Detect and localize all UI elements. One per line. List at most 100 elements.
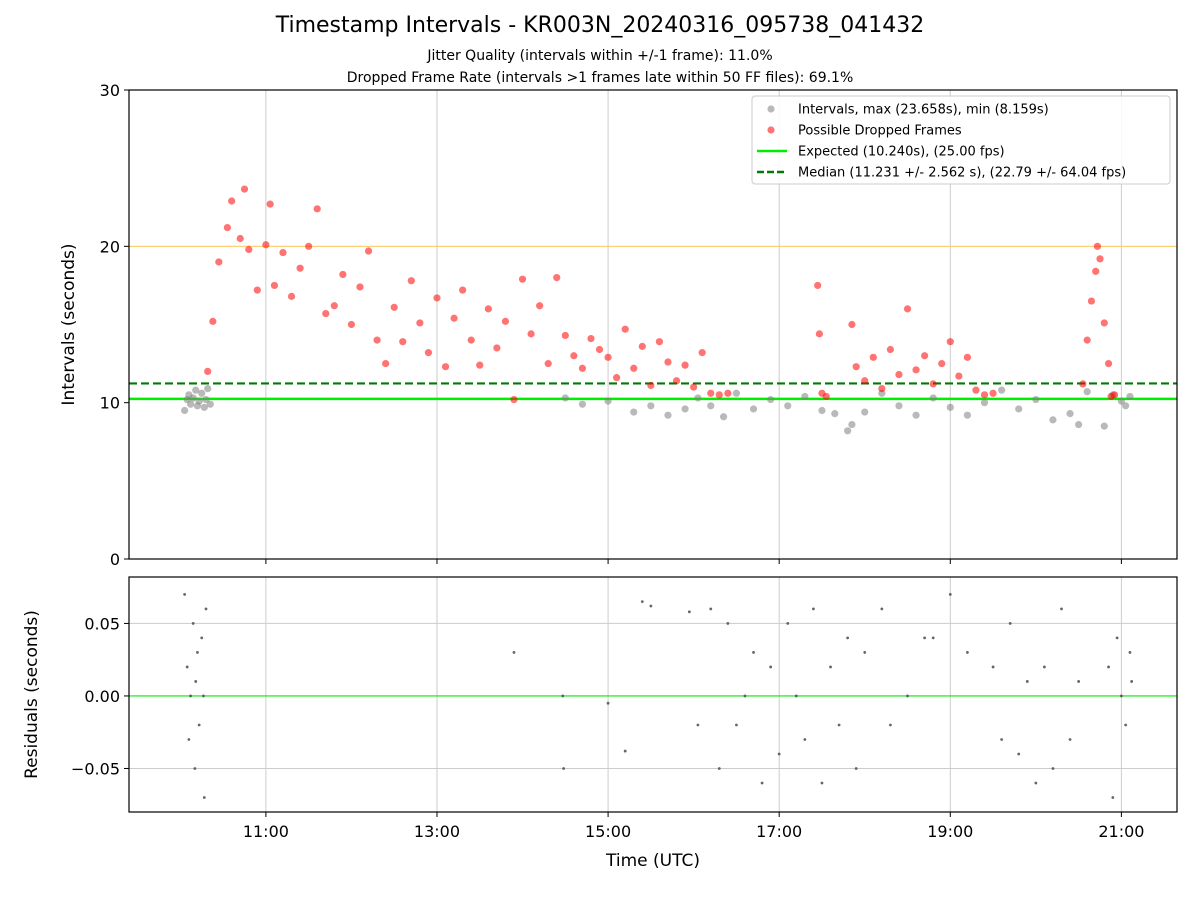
chart-subtitle-dropped: Dropped Frame Rate (intervals >1 frames … — [346, 70, 854, 86]
bottom-series0-point-32 — [794, 694, 798, 698]
top-series1-point-52 — [621, 325, 629, 333]
top-series0-point-40 — [998, 386, 1006, 394]
bottom-series0-point-41 — [880, 607, 884, 611]
top-series0-point-16 — [630, 408, 638, 416]
bottom-series0-point-26 — [743, 694, 747, 698]
top-series1-point-33 — [459, 286, 467, 294]
top-series0-point-49 — [1117, 397, 1125, 405]
top-series1-point-15 — [305, 242, 313, 250]
top-series1-point-4 — [228, 197, 236, 205]
bottom-series0-point-59 — [1107, 665, 1110, 669]
top-series1-point-46 — [570, 352, 578, 360]
top-series1-point-94 — [1104, 359, 1113, 368]
bottom-series0-point-55 — [1051, 767, 1055, 770]
top-series1-point-43 — [544, 359, 552, 368]
top-series0-point-17 — [647, 402, 655, 410]
top-series1-point-61 — [698, 349, 706, 357]
top-series1-point-30 — [433, 294, 441, 302]
top-ytick-label-0: 0 — [110, 550, 120, 569]
top-series1-point-90 — [1092, 267, 1100, 275]
bottom-series0-point-13 — [512, 651, 516, 654]
bottom-series0-point-16 — [606, 701, 610, 705]
bottom-series0-point-19 — [649, 604, 653, 608]
top-series1-point-38 — [501, 317, 510, 325]
top-series0-point-10 — [202, 395, 210, 404]
top-series1-point-11 — [270, 281, 279, 290]
top-series1-point-96 — [1110, 391, 1119, 399]
top-series0-point-31 — [848, 420, 856, 429]
top-series1-point-36 — [484, 305, 492, 313]
top-series1-point-70 — [852, 363, 860, 371]
legend-label-2: Expected (10.240s), (25.00 fps) — [798, 145, 1005, 160]
top-series1-point-49 — [595, 345, 604, 354]
bottom-series0-point-2 — [187, 738, 191, 741]
top-series1-point-3 — [223, 223, 231, 232]
top-series1-point-55 — [647, 381, 655, 390]
top-ytick-label-2: 20 — [100, 237, 120, 256]
bottom-series0-point-38 — [846, 636, 850, 640]
top-series1-point-59 — [681, 361, 689, 369]
top-series0-point-3 — [186, 400, 195, 408]
top-series1-point-26 — [399, 338, 407, 346]
bottom-series0-point-54 — [1042, 665, 1046, 669]
bottom-series0-point-37 — [837, 723, 841, 727]
top-series1-point-69 — [848, 320, 856, 329]
bottom-series0-point-12 — [204, 607, 208, 611]
top-series1-point-81 — [946, 338, 954, 346]
top-series1-point-44 — [553, 274, 561, 282]
top-series1-point-56 — [655, 338, 664, 346]
top-series1-point-79 — [929, 380, 937, 388]
bottom-series0-point-9 — [200, 636, 204, 640]
top-series0-point-21 — [707, 402, 715, 410]
top-series0-point-35 — [912, 411, 920, 419]
top-series0-point-32 — [861, 408, 869, 416]
bottom-series0-point-50 — [1008, 622, 1012, 625]
top-series0-point-47 — [1100, 422, 1108, 430]
top-series1-point-75 — [895, 370, 903, 379]
bottom-series0-point-29 — [769, 665, 773, 669]
bottom-series0-point-5 — [193, 767, 197, 770]
top-series1-point-37 — [493, 344, 501, 352]
bottom-series0-point-62 — [1119, 694, 1123, 698]
bottom-ylabel: Residuals (seconds) — [22, 610, 42, 779]
top-series1-point-35 — [476, 361, 484, 369]
bottom-series0-point-35 — [820, 781, 824, 785]
top-series1-point-1 — [209, 317, 217, 325]
top-series0-point-9 — [200, 403, 208, 411]
bottom-series0-point-7 — [196, 651, 199, 654]
top-series1-point-66 — [815, 330, 823, 338]
top-series1-point-7 — [245, 245, 253, 254]
bottom-series0-point-45 — [931, 636, 935, 640]
top-series0-point-27 — [801, 392, 809, 401]
top-series1-point-77 — [912, 366, 920, 374]
top-series1-point-17 — [322, 309, 330, 318]
top-series0-point-13 — [561, 394, 569, 402]
top-series1-point-22 — [364, 247, 373, 255]
bottom-xtick-label-5: 21:00 — [1098, 822, 1144, 841]
top-series1-point-5 — [236, 234, 244, 243]
bottom-xtick-label-2: 15:00 — [585, 822, 631, 841]
top-series0-point-19 — [681, 405, 689, 413]
top-series1-point-18 — [330, 302, 338, 310]
top-series1-point-23 — [373, 336, 381, 344]
top-series1-point-62 — [707, 389, 715, 397]
top-group — [124, 89, 1178, 564]
top-series1-point-84 — [972, 386, 980, 394]
top-series0-point-42 — [1032, 395, 1040, 404]
bottom-series0-point-20 — [687, 610, 691, 614]
top-series1-point-2 — [215, 258, 223, 266]
legend-marker-0 — [767, 105, 775, 113]
top-series0-point-11 — [204, 384, 212, 393]
top-series0-point-38 — [963, 411, 972, 419]
top-series1-point-65 — [814, 281, 822, 290]
bottom-xtick-label-0: 11:00 — [243, 822, 289, 841]
bottom-series0-point-49 — [1000, 738, 1004, 741]
bottom-series0-point-51 — [1017, 752, 1021, 756]
top-series1-point-54 — [638, 342, 646, 350]
top-series1-point-68 — [822, 392, 830, 401]
bottom-series0-point-15 — [562, 767, 565, 770]
top-series1-point-86 — [989, 389, 997, 397]
bottom-series0-point-1 — [185, 665, 189, 669]
top-series0-point-26 — [784, 402, 792, 410]
bottom-xtick-label-4: 19:00 — [927, 822, 973, 841]
